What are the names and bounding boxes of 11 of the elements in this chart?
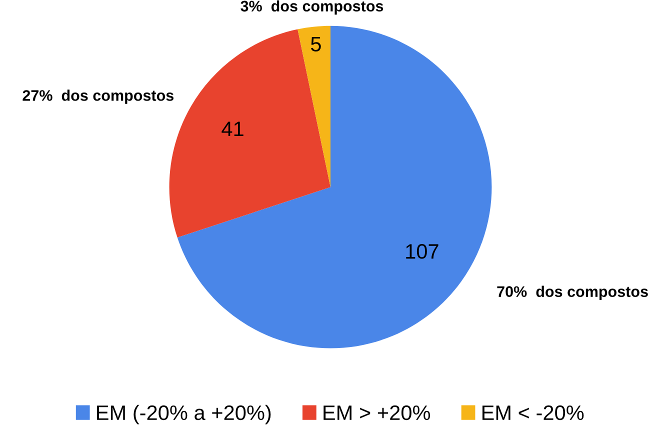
data-label: 107 [406,244,438,259]
text: 27% dos compostos [22,90,174,104]
text: 3% dos compostos [240,0,384,15]
legend-label: EM (-20% a +20%) [97,404,271,424]
data-label: 5 [311,37,321,52]
text: 70% dos compostos [497,286,648,300]
pie-slice [177,26,492,348]
pie-slice [298,26,330,188]
legend-label: EM > +20% [324,405,430,420]
data-label: 41 [222,122,244,136]
legend-label: EM < -20% [482,405,584,420]
